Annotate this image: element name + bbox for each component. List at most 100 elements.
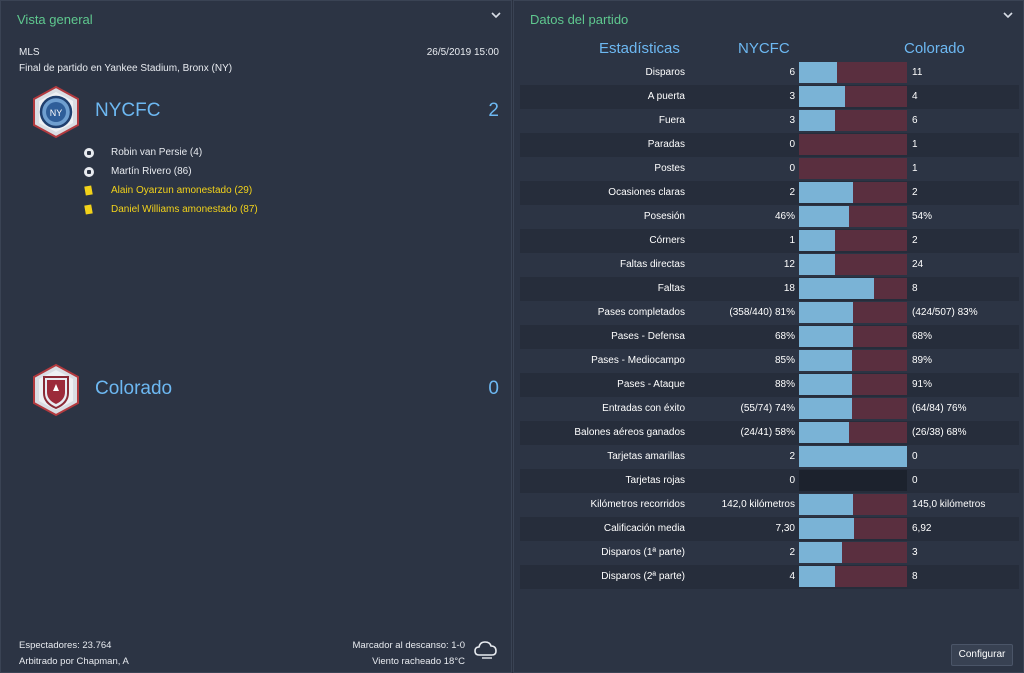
home-bar — [799, 542, 842, 563]
attendance-label: Espectadores: 23.764 — [19, 640, 112, 651]
event-text[interactable]: Robin van Persie (4) — [111, 147, 203, 158]
home-stat-value: (358/440) 81% — [729, 307, 795, 318]
home-bar — [799, 326, 853, 347]
colorado-badge-icon[interactable] — [29, 363, 83, 417]
home-stat-value: 85% — [774, 355, 795, 366]
stat-label: Paradas — [647, 139, 685, 150]
home-stat-value: 2 — [789, 187, 795, 198]
away-bar — [842, 542, 907, 563]
home-bar — [799, 254, 835, 275]
comparison-bar — [799, 134, 907, 155]
away-stat-value: 89% — [912, 355, 933, 366]
home-bar — [799, 110, 835, 131]
comparison-bar — [799, 302, 907, 323]
away-stat-value: 145,0 kilómetros — [912, 499, 986, 510]
stat-row: Tarjetas amarillas 2 0 — [520, 445, 1019, 469]
halftime-weather-footer: Marcador al descanso: 1-0 Viento rachead… — [353, 638, 465, 670]
away-stat-value: 91% — [912, 379, 933, 390]
ball-icon — [83, 147, 95, 159]
stat-row: Pases - Mediocampo 85% 89% — [520, 349, 1019, 373]
away-stat-value: (26/38) 68% — [912, 427, 967, 438]
stat-label: Balones aéreos ganados — [574, 427, 685, 438]
home-bar — [799, 518, 854, 539]
home-stat-value: 7,30 — [775, 523, 795, 534]
away-bar — [835, 254, 907, 275]
away-bar — [853, 326, 907, 347]
booking-event: Alain Oyarzun amonestado (29) — [83, 183, 258, 202]
away-bar — [853, 302, 907, 323]
home-stat-value: 4 — [789, 571, 795, 582]
comparison-bar — [799, 566, 907, 587]
stat-label: Tarjetas rojas — [625, 475, 685, 486]
away-bar — [799, 158, 907, 179]
away-stat-value: 6,92 — [912, 523, 932, 534]
away-column-header: Colorado — [904, 40, 965, 57]
stat-label: Disparos — [645, 67, 685, 78]
stat-row: Faltas directas 12 24 — [520, 253, 1019, 277]
away-bar — [854, 518, 907, 539]
home-stat-value: 12 — [783, 259, 795, 270]
comparison-bar — [799, 518, 907, 539]
stat-row: Balones aéreos ganados (24/41) 58% (26/38)… — [520, 421, 1019, 445]
home-team-name[interactable]: NYCFC — [95, 100, 161, 121]
comparison-bar — [799, 182, 907, 203]
home-bar — [799, 566, 835, 587]
home-bar — [799, 350, 852, 371]
overview-panel: Vista general MLS 26/5/2019 15:00 Final … — [0, 0, 512, 673]
stat-row: Fuera 3 6 — [520, 109, 1019, 133]
match-venue: Final de partido en Yankee Stadium, Bron… — [19, 63, 233, 74]
referee-label: Arbitrado por Chapman, A — [19, 656, 129, 667]
stat-row: Disparos (2ª parte) 4 8 — [520, 565, 1019, 589]
comparison-bar — [799, 110, 907, 131]
away-stat-value: 54% — [912, 211, 933, 222]
stat-row: Posesión 46% 54% — [520, 205, 1019, 229]
away-stat-value: 11 — [912, 67, 923, 78]
away-stat-value: 4 — [912, 91, 918, 102]
home-stat-value: (24/41) 58% — [740, 427, 795, 438]
event-text[interactable]: Martín Rivero (86) — [111, 166, 192, 177]
away-bar — [853, 494, 907, 515]
away-bar — [835, 230, 907, 251]
home-bar — [799, 446, 907, 467]
away-bar — [853, 182, 907, 203]
stat-label: Córners — [649, 235, 685, 246]
nycfc-badge-icon[interactable]: NY — [29, 85, 83, 139]
chevron-down-icon[interactable] — [489, 9, 503, 23]
stat-row: Faltas 18 8 — [520, 277, 1019, 301]
home-stat-value: (55/74) 74% — [740, 403, 795, 414]
goal-event: Robin van Persie (4) — [83, 145, 258, 164]
yellow-card-icon — [83, 204, 95, 216]
home-stat-value: 46% — [774, 211, 795, 222]
home-stat-value: 3 — [789, 115, 795, 126]
event-text[interactable]: Alain Oyarzun amonestado (29) — [111, 185, 253, 196]
home-team-score: 2 — [488, 100, 499, 121]
comparison-bar — [799, 542, 907, 563]
stat-label: Tarjetas amarillas — [607, 451, 685, 462]
comparison-bar — [799, 470, 907, 491]
match-stats-panel: Datos del partido Estadísticas NYCFC Col… — [513, 0, 1024, 673]
away-bar — [852, 398, 907, 419]
away-team-name[interactable]: Colorado — [95, 378, 173, 399]
comparison-bar — [799, 206, 907, 227]
away-stat-value: 1 — [912, 163, 918, 174]
away-stat-value: (424/507) 83% — [912, 307, 978, 318]
booking-event: Daniel Williams amonestado (87) — [83, 202, 258, 221]
stat-row: Pases - Ataque 88% 91% — [520, 373, 1019, 397]
event-text[interactable]: Daniel Williams amonestado (87) — [111, 204, 258, 215]
stat-label: Ocasiones claras — [608, 187, 685, 198]
home-bar — [799, 398, 852, 419]
weather-label: Viento racheado 18°C — [372, 656, 465, 667]
comparison-bar — [799, 254, 907, 275]
away-bar — [835, 566, 907, 587]
home-stat-value: 68% — [774, 331, 795, 342]
configure-button[interactable]: Configurar — [951, 644, 1013, 666]
stat-label: Posesión — [643, 211, 685, 222]
away-team-row: Colorado 0 — [1, 361, 513, 421]
away-bar — [845, 86, 907, 107]
stat-row: Disparos 6 11 — [520, 61, 1019, 85]
goal-event: Martín Rivero (86) — [83, 164, 258, 183]
stat-row: A puerta 3 4 — [520, 85, 1019, 109]
home-bar — [799, 206, 849, 227]
chevron-down-icon[interactable] — [1001, 9, 1015, 23]
comparison-bar — [799, 446, 907, 467]
